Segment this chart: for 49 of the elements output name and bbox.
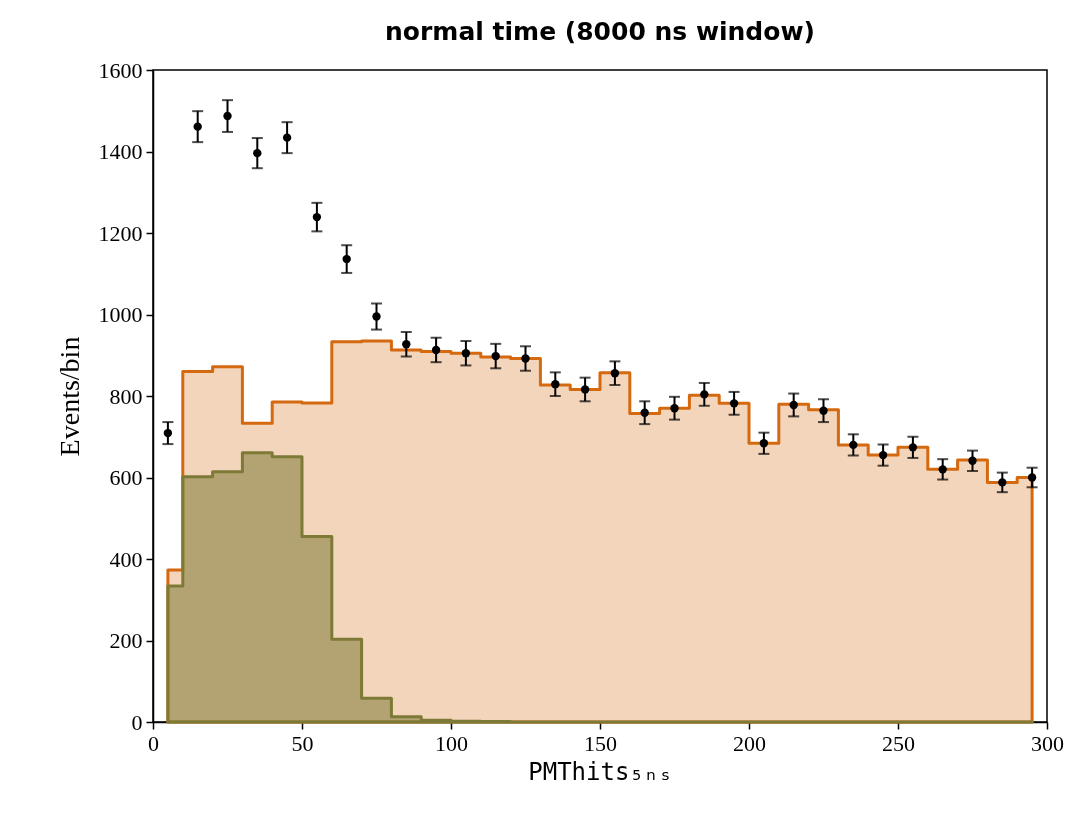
- y-tick-label: 1600: [98, 57, 143, 83]
- point: [282, 133, 292, 142]
- point: [610, 369, 620, 378]
- point: [729, 399, 739, 408]
- point: [670, 404, 679, 413]
- y-tick-label: 400: [109, 546, 143, 572]
- y-tick-label: 1200: [98, 220, 143, 246]
- point: [908, 443, 918, 452]
- point: [372, 312, 381, 321]
- y-tick-label: 600: [109, 465, 143, 490]
- point: [312, 212, 322, 222]
- point: [461, 349, 471, 358]
- point: [163, 428, 173, 438]
- y-tick-label: 0: [131, 709, 143, 735]
- point: [342, 254, 351, 264]
- y-axis-title: Events/bin: [53, 336, 85, 457]
- x-tick-label: 300: [1031, 730, 1064, 756]
- point: [640, 408, 649, 417]
- point: [819, 406, 828, 415]
- point: [849, 440, 858, 450]
- x-tick-label: 200: [733, 730, 766, 756]
- point: [878, 450, 888, 460]
- point: [193, 122, 202, 131]
- point: [759, 439, 769, 448]
- y-tick-label: 200: [109, 628, 143, 653]
- point: [253, 148, 262, 158]
- x-tick-label: 0: [148, 730, 159, 756]
- point: [223, 111, 232, 121]
- point: [938, 465, 947, 474]
- x-tick-label: 50: [291, 730, 314, 756]
- point: [491, 351, 500, 361]
- point: [521, 354, 530, 363]
- point: [998, 478, 1007, 487]
- point: [551, 380, 560, 389]
- point: [789, 400, 798, 410]
- point: [402, 340, 411, 349]
- point: [431, 345, 441, 355]
- point: [1027, 473, 1037, 482]
- y-tick-label: 800: [109, 383, 143, 409]
- chart-title: normal time (8000 ns window): [385, 17, 815, 46]
- y-tick-label: 1400: [98, 139, 143, 164]
- x-axis-title: PMThits₅ₙₛ: [528, 757, 673, 786]
- x-tick-label: 150: [584, 730, 617, 756]
- x-tick-label: 100: [435, 730, 468, 756]
- point: [968, 456, 977, 465]
- x-tick-label: 250: [882, 730, 915, 756]
- point: [580, 385, 590, 394]
- point: [700, 390, 709, 399]
- y-tick-label: 1000: [98, 302, 143, 327]
